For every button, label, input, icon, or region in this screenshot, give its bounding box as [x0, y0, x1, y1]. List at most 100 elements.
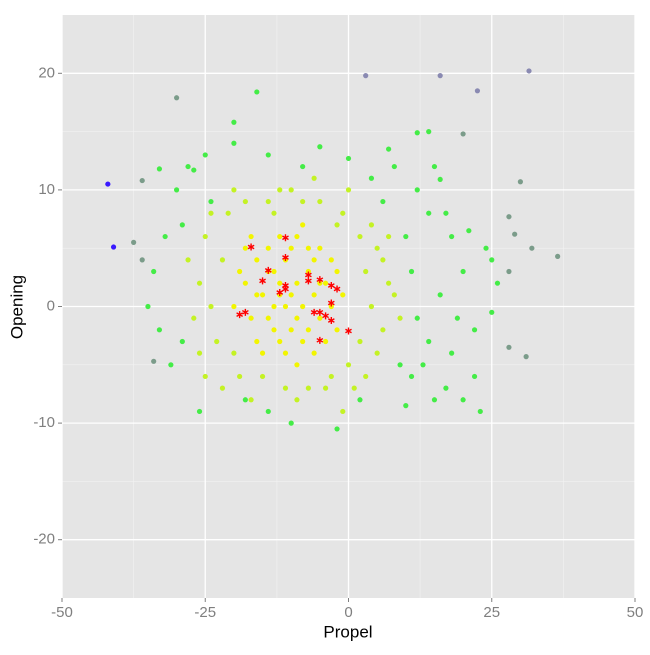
point	[145, 303, 151, 310]
point	[305, 245, 311, 251]
point	[300, 338, 306, 345]
point	[277, 233, 283, 240]
point	[431, 397, 438, 403]
point	[317, 245, 323, 251]
point	[231, 119, 237, 125]
point	[529, 245, 535, 251]
point	[248, 315, 254, 321]
point	[248, 397, 254, 403]
point	[202, 152, 208, 158]
point	[265, 198, 271, 205]
star-point	[259, 277, 266, 285]
point	[282, 385, 289, 391]
point	[185, 257, 191, 263]
x-tick-label: -25	[194, 604, 216, 621]
point	[414, 315, 420, 321]
point	[340, 292, 346, 298]
point	[506, 268, 512, 275]
point	[345, 155, 352, 162]
point	[391, 292, 397, 298]
point	[294, 280, 300, 286]
point	[357, 397, 363, 403]
point	[242, 280, 248, 286]
point	[526, 68, 532, 74]
point	[449, 233, 455, 240]
star-point	[247, 243, 255, 251]
point	[151, 358, 157, 364]
star-point	[282, 234, 289, 242]
point	[466, 228, 472, 234]
point	[294, 233, 300, 240]
point	[265, 315, 271, 321]
y-tick-label: 0	[47, 297, 55, 314]
point	[506, 214, 512, 220]
point	[460, 397, 466, 403]
point	[414, 130, 420, 136]
point	[489, 257, 495, 263]
y-tick-label: -10	[33, 414, 55, 431]
point	[471, 327, 478, 333]
point	[460, 131, 466, 137]
point	[328, 373, 334, 380]
y-axis-title: Opening	[7, 275, 26, 339]
point	[403, 233, 409, 240]
point	[139, 177, 145, 184]
point	[282, 303, 289, 310]
point	[219, 385, 226, 391]
point	[288, 327, 294, 333]
point	[288, 245, 294, 251]
point	[271, 268, 277, 275]
point	[443, 385, 449, 391]
point	[374, 245, 380, 251]
star-point	[316, 276, 324, 284]
star-point	[310, 308, 318, 316]
point	[259, 373, 266, 380]
point	[139, 257, 145, 263]
point	[311, 292, 317, 298]
point	[282, 350, 289, 356]
point	[334, 268, 340, 275]
point	[351, 385, 357, 391]
point	[380, 198, 386, 205]
point	[254, 89, 260, 95]
point	[162, 233, 168, 240]
point	[271, 327, 277, 333]
point	[363, 73, 369, 79]
point	[386, 233, 392, 240]
point	[340, 408, 346, 415]
x-tick-label: 50	[627, 604, 644, 621]
point	[168, 362, 174, 368]
point	[300, 222, 306, 228]
point	[208, 198, 214, 205]
point	[288, 292, 294, 298]
point	[443, 210, 449, 216]
point	[294, 397, 300, 403]
point	[231, 350, 237, 356]
point	[474, 88, 481, 94]
point	[437, 176, 443, 183]
point	[334, 426, 340, 432]
point	[300, 198, 306, 205]
point	[271, 210, 277, 216]
point	[196, 280, 203, 286]
point	[471, 373, 478, 380]
point	[311, 175, 317, 181]
point	[277, 280, 283, 286]
star-point	[304, 277, 312, 285]
star-point	[241, 308, 249, 316]
point	[408, 373, 415, 380]
point	[265, 152, 271, 158]
point	[231, 140, 237, 146]
point	[156, 166, 163, 172]
point	[277, 338, 283, 345]
point	[426, 338, 432, 345]
point	[420, 362, 426, 368]
point	[219, 257, 226, 263]
point	[231, 303, 237, 310]
star-point	[264, 266, 272, 274]
point	[242, 198, 248, 205]
point	[288, 420, 294, 426]
point	[340, 210, 346, 216]
point	[380, 327, 386, 333]
point	[242, 245, 248, 251]
